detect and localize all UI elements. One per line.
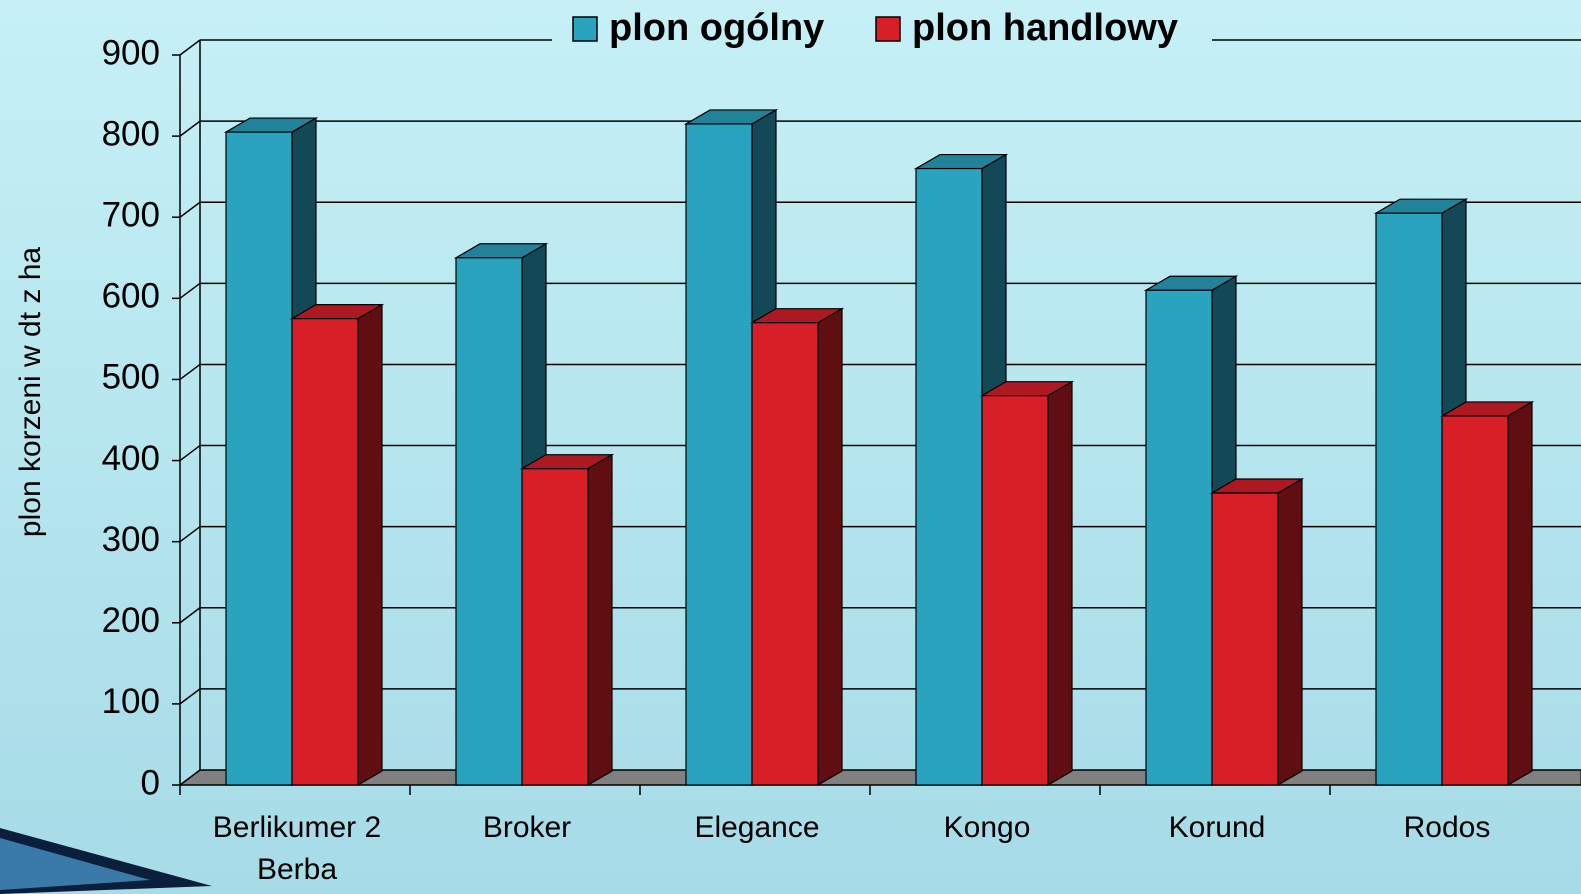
grid-line (179, 120, 201, 137)
grid-line (179, 526, 201, 543)
y-tick-label: 800 (102, 114, 160, 153)
grid-line (179, 39, 201, 56)
bar (915, 167, 983, 786)
grid-line (179, 444, 201, 462)
bar (521, 468, 589, 786)
x-tick-label: Elegance (694, 811, 820, 844)
y-tick-label: 300 (102, 520, 160, 559)
legend-swatch (875, 16, 901, 42)
x-tick-label: Berlikumer 2 Berba (212, 811, 382, 886)
grid-line (179, 688, 201, 705)
y-tick-label: 900 (102, 33, 160, 72)
legend-label: plon handlowy (912, 7, 1178, 49)
grid-line (179, 363, 201, 381)
bar (1375, 212, 1443, 786)
bar (1145, 289, 1213, 786)
bar (981, 395, 1049, 786)
bar-side (1047, 380, 1073, 787)
y-tick-label: 0 (141, 763, 160, 802)
x-tick-label: Kongo (943, 811, 1031, 844)
bar (1441, 415, 1509, 786)
x-tick-label: Rodos (1403, 811, 1491, 844)
floor (178, 769, 1581, 786)
y-tick-label: 100 (102, 682, 160, 721)
bar (685, 123, 753, 786)
y-tick-label: 500 (102, 358, 160, 397)
y-tick-label: 200 (102, 601, 160, 640)
grid-line (179, 607, 201, 624)
y-axis-label: plon korzeni w dt z ha (14, 247, 47, 537)
y-tick-label: 400 (102, 439, 160, 478)
bar-side (587, 453, 613, 787)
legend-swatch (572, 16, 598, 42)
bar-side (817, 307, 843, 787)
bar (455, 257, 523, 786)
x-tick-label: Broker (482, 811, 572, 844)
bar-side (1277, 477, 1303, 787)
bar (291, 318, 359, 786)
bar-side (357, 303, 383, 787)
y-tick-label: 700 (102, 195, 160, 234)
bar-side (1507, 400, 1533, 787)
x-tick-label: Korund (1168, 811, 1266, 844)
grid-line (179, 282, 201, 299)
bar (1211, 492, 1279, 786)
legend-label: plon ogólny (609, 7, 824, 49)
grid-line (179, 769, 201, 786)
bar (751, 322, 819, 786)
grid-line (179, 201, 201, 218)
y-tick-label: 600 (102, 277, 160, 316)
bar (225, 131, 293, 786)
decoration (0, 838, 150, 890)
